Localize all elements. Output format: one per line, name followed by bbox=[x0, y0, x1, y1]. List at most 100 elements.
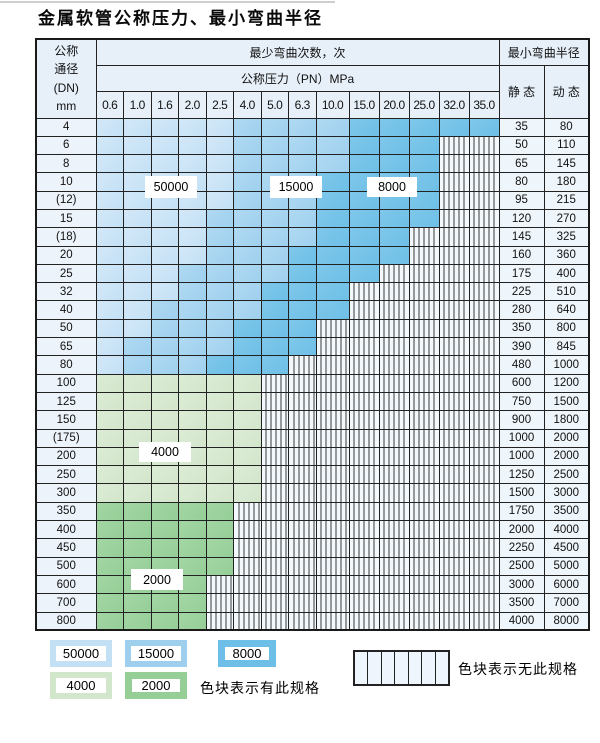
dynamic-radius-cell: 2000 bbox=[543, 446, 590, 467]
no-spec-cell bbox=[438, 483, 470, 503]
static-radius-cell: 750 bbox=[498, 391, 545, 412]
dynamic-radius-cell: 400 bbox=[543, 263, 590, 284]
spec-cell-8000 bbox=[468, 117, 500, 137]
legend-hatch-cell bbox=[408, 652, 423, 684]
legend-swatch-15000: 15000 bbox=[125, 640, 187, 667]
dynamic-radius-cell: 510 bbox=[543, 282, 590, 302]
static-radius-cell: 160 bbox=[498, 245, 545, 265]
no-spec-cell bbox=[233, 593, 262, 613]
spec-cell-8000 bbox=[288, 318, 317, 339]
no-spec-cell bbox=[378, 483, 410, 503]
spec-cell-50000 bbox=[205, 117, 234, 137]
table-row: 15 120 270 bbox=[35, 208, 590, 229]
no-spec-cell bbox=[408, 574, 440, 595]
spec-cell-50000 bbox=[123, 300, 152, 320]
no-spec-cell bbox=[408, 538, 440, 558]
no-spec-cell bbox=[233, 574, 262, 595]
legend-swatch-50000: 50000 bbox=[50, 640, 112, 667]
static-radius-cell: 280 bbox=[498, 300, 545, 320]
spec-cell-2000 bbox=[150, 611, 179, 631]
table-row: 125 750 1500 bbox=[35, 391, 590, 412]
spec-cell-50000 bbox=[95, 337, 124, 357]
spec-cell-8000 bbox=[408, 208, 440, 229]
no-spec-cell bbox=[260, 391, 289, 412]
spec-cell-4000 bbox=[150, 465, 179, 485]
no-spec-cell bbox=[260, 483, 289, 503]
no-spec-cell bbox=[468, 282, 500, 302]
pressure-col-label: 25.0 bbox=[408, 90, 440, 119]
static-header: 静 态 bbox=[498, 64, 545, 119]
no-spec-cell bbox=[315, 611, 350, 631]
no-spec-cell bbox=[438, 391, 470, 412]
no-spec-cell bbox=[438, 501, 470, 522]
table-row: 200 1000 2000 bbox=[35, 446, 590, 467]
no-spec-cell bbox=[288, 574, 317, 595]
spec-cell-4000 bbox=[233, 410, 262, 430]
spec-cell-15000 bbox=[260, 208, 289, 229]
dn-cell: 500 bbox=[35, 556, 97, 576]
table-row: 350 1750 3500 bbox=[35, 501, 590, 522]
no-spec-cell bbox=[408, 520, 440, 540]
spec-cell-50000 bbox=[95, 154, 124, 174]
static-radius-cell: 390 bbox=[498, 337, 545, 357]
no-spec-cell bbox=[348, 428, 380, 448]
dynamic-radius-cell: 4500 bbox=[543, 538, 590, 558]
page-title: 金属软管公称压力、最小弯曲半径 bbox=[38, 9, 323, 29]
pressure-col-label: 20.0 bbox=[378, 90, 410, 119]
dn-cell: 50 bbox=[35, 318, 97, 339]
spec-table: 公称 通径 (DN) mm 最少弯曲次数，次 最小弯曲半径 公称压力（PN）MPa 静… bbox=[35, 38, 590, 632]
spec-cell-8000 bbox=[233, 355, 262, 375]
pressure-col-label: 0.6 bbox=[95, 90, 124, 119]
spec-cell-4000 bbox=[95, 446, 124, 467]
spec-cell-2000 bbox=[123, 611, 152, 631]
no-spec-cell bbox=[408, 300, 440, 320]
static-radius-cell: 1000 bbox=[498, 428, 545, 448]
no-spec-cell bbox=[408, 593, 440, 613]
no-spec-cell bbox=[468, 263, 500, 284]
spec-cell-8000 bbox=[348, 154, 380, 174]
no-spec-cell bbox=[378, 282, 410, 302]
no-spec-cell bbox=[468, 391, 500, 412]
no-spec-cell bbox=[348, 410, 380, 430]
spec-cell-2000 bbox=[95, 538, 124, 558]
legend-hatch-cell bbox=[395, 652, 409, 684]
spec-cell-4000 bbox=[178, 483, 207, 503]
spec-cell-2000 bbox=[95, 593, 124, 613]
spec-cell-4000 bbox=[205, 410, 234, 430]
spec-cell-8000 bbox=[260, 355, 289, 375]
dynamic-radius-cell: 110 bbox=[543, 135, 590, 156]
no-spec-cell bbox=[288, 355, 317, 375]
spec-cell-50000 bbox=[123, 245, 152, 265]
no-spec-cell bbox=[260, 538, 289, 558]
dn-cell: 100 bbox=[35, 373, 97, 393]
static-radius-cell: 2250 bbox=[498, 538, 545, 558]
spec-cell-15000 bbox=[205, 318, 234, 339]
spec-cell-4000 bbox=[123, 483, 152, 503]
spec-cell-4000 bbox=[95, 391, 124, 412]
radius-header: 最小弯曲半径 bbox=[498, 38, 590, 66]
spec-cell-15000 bbox=[178, 282, 207, 302]
dn-cell: 10 bbox=[35, 172, 97, 192]
spec-cell-50000 bbox=[123, 318, 152, 339]
spec-cell-15000 bbox=[233, 300, 262, 320]
no-spec-cell bbox=[348, 483, 380, 503]
spec-cell-50000 bbox=[95, 227, 124, 247]
spec-table-wrap: 公称 通径 (DN) mm 最少弯曲次数，次 最小弯曲半径 公称压力（PN）MPa 静… bbox=[35, 38, 590, 632]
spec-cell-15000 bbox=[178, 337, 207, 357]
dn-cell: (175) bbox=[35, 428, 97, 448]
spec-cell-8000 bbox=[378, 135, 410, 156]
legend-hatch-cell bbox=[368, 652, 382, 684]
spec-cell-8000 bbox=[315, 208, 350, 229]
no-spec-cell bbox=[438, 337, 470, 357]
dynamic-radius-cell: 145 bbox=[543, 154, 590, 174]
dn-header: 公称 通径 (DN) mm bbox=[35, 38, 97, 119]
no-spec-cell bbox=[438, 538, 470, 558]
no-spec-cell bbox=[438, 410, 470, 430]
spec-cell-50000 bbox=[95, 318, 124, 339]
table-row: 150 900 1800 bbox=[35, 410, 590, 430]
spec-cell-8000 bbox=[378, 208, 410, 229]
pressure-col-label: 35.0 bbox=[468, 90, 500, 119]
legend-hatch-box bbox=[353, 650, 450, 686]
legend-hatch-cell bbox=[435, 652, 448, 684]
no-spec-cell bbox=[438, 428, 470, 448]
